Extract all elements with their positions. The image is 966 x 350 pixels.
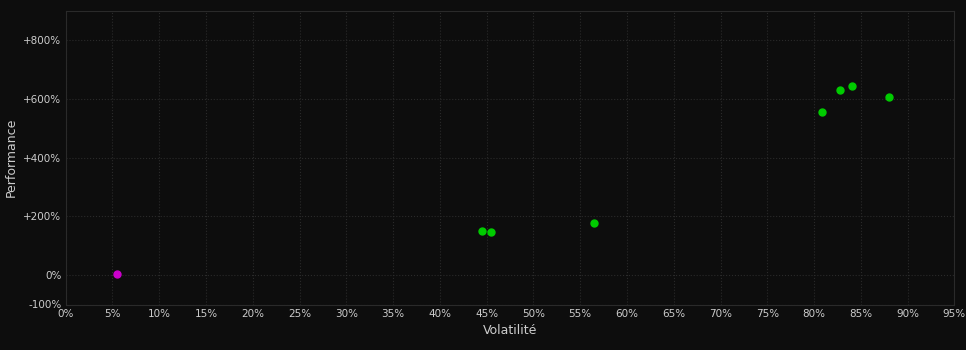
X-axis label: Volatilité: Volatilité — [483, 324, 537, 337]
Point — [586, 220, 602, 225]
Point — [109, 271, 125, 277]
Point — [813, 109, 829, 115]
Point — [474, 228, 490, 234]
Point — [843, 84, 859, 89]
Point — [881, 94, 896, 100]
Y-axis label: Performance: Performance — [5, 118, 17, 197]
Point — [833, 87, 848, 93]
Point — [484, 230, 499, 235]
